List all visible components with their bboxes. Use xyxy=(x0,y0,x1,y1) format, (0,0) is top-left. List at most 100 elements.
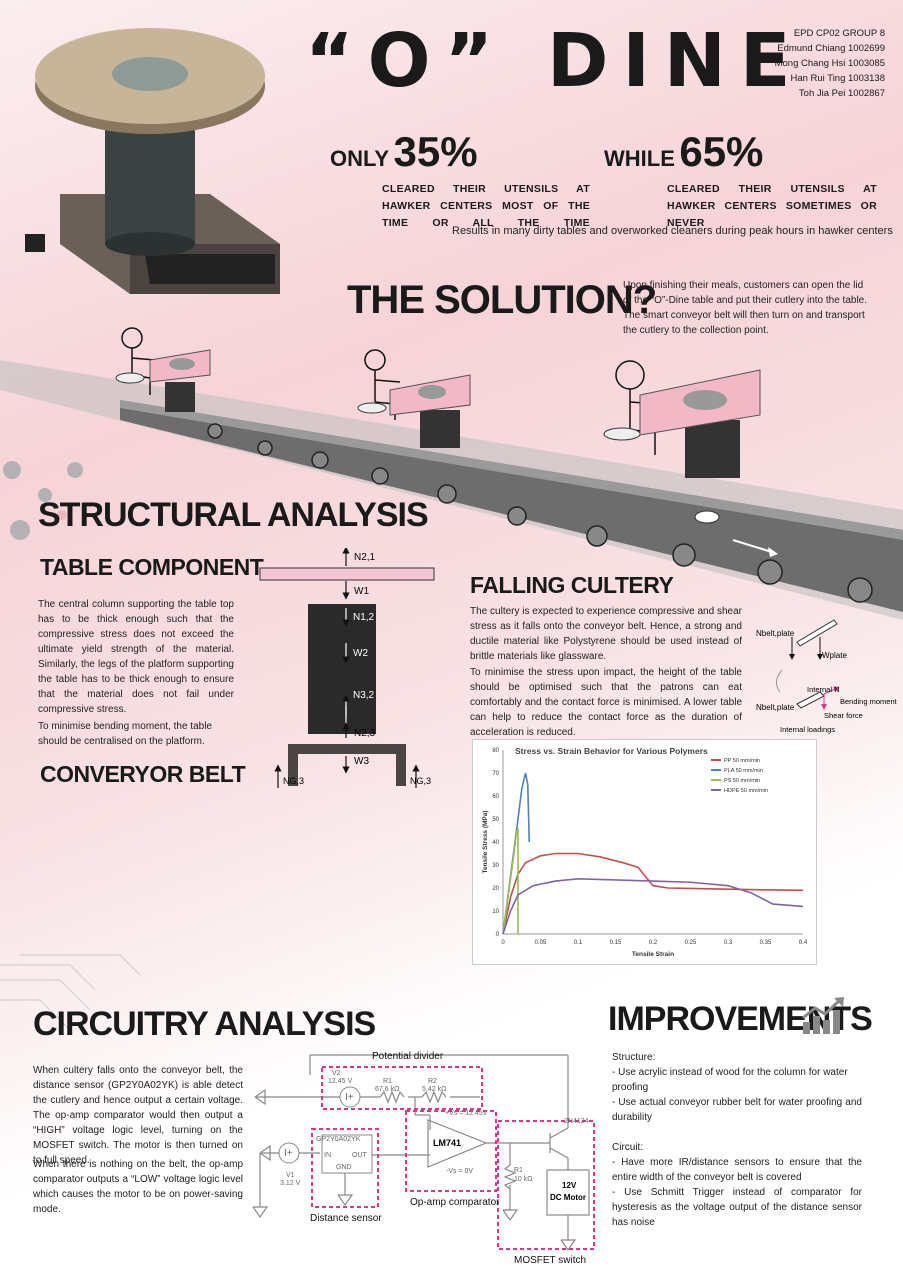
circuitry-text-2: When there is nothing on the belt, the o… xyxy=(33,1159,243,1215)
fbd-ng-left: NG,3 xyxy=(283,776,304,786)
fbd-n21: N2,1 xyxy=(354,552,376,563)
chart-title: Stress vs. Strain Behavior for Various P… xyxy=(515,746,708,756)
y-tick-label: 10 xyxy=(492,909,499,915)
falling-text-2: To minimise the stress upon impact, the … xyxy=(470,667,742,738)
series-line xyxy=(502,827,519,935)
falling-heading: FALLING CULTERY xyxy=(470,572,674,598)
poster-title: “O” DINE xyxy=(305,18,805,104)
y-tick-label: 50 xyxy=(492,817,499,823)
v2-symbol: I+ xyxy=(345,1092,354,1103)
y-tick-label: 60 xyxy=(492,794,499,800)
circuitry-text: When cultery falls onto the conveyor bel… xyxy=(33,1065,243,1166)
v1-symbol: I+ xyxy=(284,1148,293,1159)
x-tick-label: 0.2 xyxy=(649,940,658,946)
potential-divider-label: Potential divider xyxy=(372,1051,444,1062)
sensor-name: GP2Y0A02YK xyxy=(316,1136,361,1143)
fbd-w1: W1 xyxy=(354,586,369,597)
group-line: Toh Jia Pei 1002867 xyxy=(798,88,885,99)
mosfet-label: MOSFET switch xyxy=(514,1255,586,1266)
group-line: Mong Chang Hsi 1003085 xyxy=(774,58,885,69)
fbd-n12: N1,2 xyxy=(353,612,375,623)
r3-name: R1 xyxy=(514,1167,523,1174)
fbd-w2: W2 xyxy=(353,648,368,659)
solution-text: Upon finishing their meals, customers ca… xyxy=(623,280,868,336)
stat-right: WHILE 65% xyxy=(604,128,763,176)
y-tick-label: 70 xyxy=(492,771,499,777)
stat-left-caption: CLEARED THEIR UTENSILS AT HAWKER CENTERS… xyxy=(382,183,590,229)
r1-value: 67.6 kΩ xyxy=(375,1086,399,1093)
solution-heading: THE SOLUTION? xyxy=(347,278,657,322)
stat-result: Results in many dirty tables and overwor… xyxy=(452,225,893,237)
falling-text: The cultery is expected to experience co… xyxy=(470,606,742,662)
vs-pos-label: +Vs = 12.45V xyxy=(445,1110,488,1117)
x-tick-label: 0.35 xyxy=(760,940,772,946)
improvements-body: Structure: - Use acrylic instead of wood… xyxy=(612,1050,862,1230)
mosfet-box xyxy=(497,1120,595,1250)
group-line: Han Rui Ting 1003138 xyxy=(790,73,885,84)
v1-name: V1 xyxy=(286,1172,295,1179)
circuit-item: - Use Schmitt Trigger instead of compara… xyxy=(612,1187,862,1228)
series-line xyxy=(502,877,804,935)
nbelt-label: Nbelt,plate xyxy=(756,629,795,638)
table-component-text: The central column supporting the table … xyxy=(38,599,234,715)
x-tick-label: 0.05 xyxy=(535,940,547,946)
x-tick-label: 0.3 xyxy=(724,940,733,946)
stat-left-percent: 35% xyxy=(393,128,478,175)
distance-sensor-box xyxy=(311,1128,379,1208)
solution-illustration xyxy=(115,327,761,478)
legend-label: PLA 50 mm/min xyxy=(724,768,763,774)
x-tick-label: 0.25 xyxy=(685,940,697,946)
r2-name: R2 xyxy=(428,1078,437,1085)
free-body-diagram: N2,1 W1 N1,2 W2 N3,2 N2,3 W3 NG,3 NG,3 xyxy=(259,548,435,788)
circuit-diagram: I+ I+ Potential divider Distance sensor … xyxy=(252,1051,595,1266)
lm741-label: LM741 xyxy=(433,1138,461,1148)
motor-label-2: DC Motor xyxy=(550,1193,586,1202)
transistor-label: 2N4124 xyxy=(564,1118,589,1125)
structure-item: - Use acrylic instead of wood for the co… xyxy=(612,1067,848,1093)
sensor-gnd: GND xyxy=(336,1164,352,1171)
fbd-w3: W3 xyxy=(354,756,369,767)
wplate-label: Wplate xyxy=(822,651,847,660)
y-tick-label: 20 xyxy=(492,886,499,892)
structural-heading: STRUCTURAL ANALYSIS xyxy=(38,496,429,534)
opamp-label: Op-amp comparator xyxy=(410,1197,500,1208)
growth-chart-icon xyxy=(802,997,844,1034)
fbd-ng-right: NG,3 xyxy=(410,776,431,786)
x-tick-label: 0.4 xyxy=(799,940,808,946)
conveyor-heading: CONVERYOR BELT xyxy=(40,761,246,787)
distance-sensor-label: Distance sensor xyxy=(310,1213,382,1224)
vs-neg-label: -Vs = 0V xyxy=(446,1168,473,1175)
v2-value: 12.45 V xyxy=(328,1078,352,1085)
product-render-image xyxy=(25,28,280,294)
y-tick-label: 80 xyxy=(492,748,499,754)
y-axis-label: Tensile Stress (MPa) xyxy=(482,810,489,873)
legend-label: HDPE 50 mm/min xyxy=(724,788,768,794)
series-line xyxy=(502,852,804,935)
r2-value: 5.42 kΩ xyxy=(422,1086,446,1093)
stat-right-percent: 65% xyxy=(679,128,764,175)
motor-label-1: 12V xyxy=(562,1181,577,1190)
y-tick-label: 40 xyxy=(492,840,499,846)
internal-n-label: Internal N xyxy=(807,685,840,694)
x-tick-label: 0.1 xyxy=(574,940,583,946)
y-tick-label: 30 xyxy=(492,863,499,869)
circuit-label: Circuit: xyxy=(612,1142,644,1153)
internal-loadings-label: Internal loadings xyxy=(780,725,835,734)
structure-item: - Use actual conveyor rubber belt for wa… xyxy=(612,1097,862,1123)
table-component-heading: TABLE COMPONENT xyxy=(40,554,264,580)
circuit-item: - Have more IR/distance sensors to ensur… xyxy=(612,1157,862,1183)
nbelt-label-2: Nbelt,plate xyxy=(756,703,795,712)
x-tick-label: 0 xyxy=(501,940,505,946)
r1-name: R1 xyxy=(383,1078,392,1085)
opamp-box xyxy=(405,1110,497,1192)
x-tick-label: 0.15 xyxy=(610,940,622,946)
legend-label: PS 50 mm/min xyxy=(724,778,760,784)
shear-label: Shear force xyxy=(824,711,863,720)
legend-label: PP 50 mm/min xyxy=(724,758,760,764)
potential-divider-box xyxy=(321,1066,483,1110)
stress-strain-chart: 0 0.05 0.1 0.15 0.2 0.25 0.3 0.35 0.4 0 10 20 30 40 50… xyxy=(482,746,808,958)
stat-right-caption: CLEARED THEIR UTENSILS AT HAWKER CENTERS… xyxy=(667,183,877,229)
stat-left-word: ONLY xyxy=(330,146,390,171)
table-component-note: To minimise bending moment, the table sh… xyxy=(38,721,212,747)
